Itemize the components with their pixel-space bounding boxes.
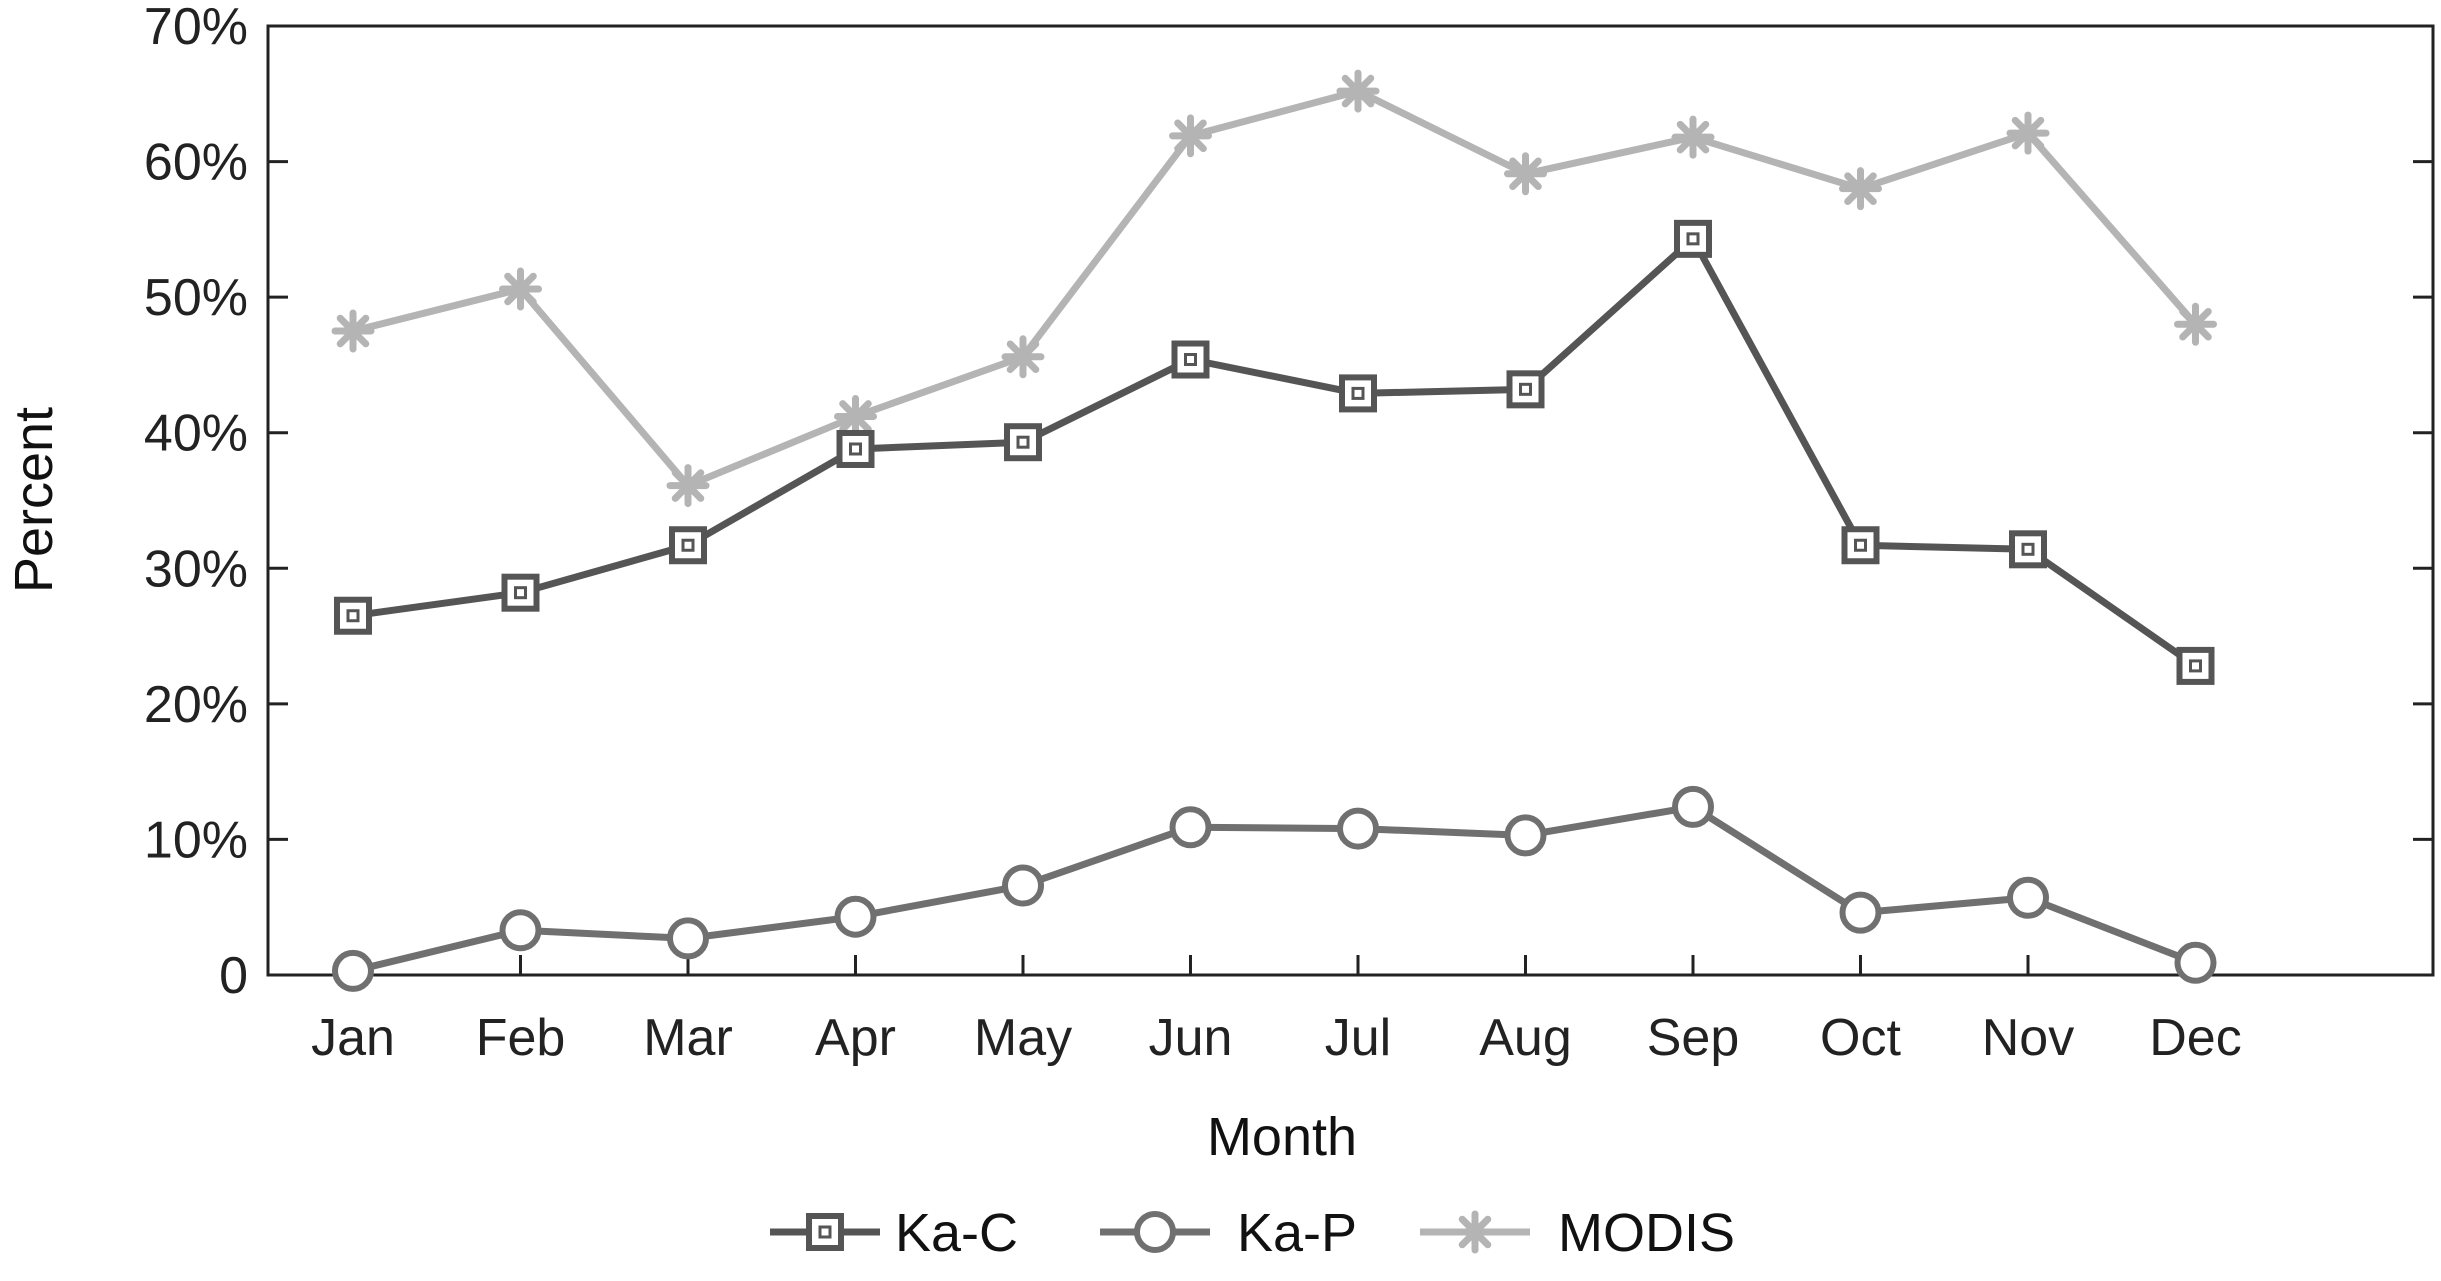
x-tick-label: Apr: [815, 1009, 896, 1067]
series-ka-p: [332, 785, 2217, 992]
x-tick-label: Feb: [476, 1009, 566, 1067]
data-point: [1674, 219, 1712, 258]
data-point: [2176, 646, 2215, 685]
x-axis-title: Month: [1207, 1107, 1357, 1167]
plot-frame: [266, 24, 2435, 977]
y-tick-label: 10%: [144, 811, 248, 869]
x-tick-label: May: [974, 1009, 1072, 1067]
legend-label: Ka-C: [895, 1203, 1018, 1263]
series-line: [352, 235, 2198, 669]
data-point: [836, 429, 875, 468]
y-tick-label: 0: [219, 947, 248, 1005]
x-tick-label: Jan: [311, 1009, 395, 1067]
data-point: [1002, 864, 1044, 907]
data-point: [667, 917, 709, 960]
x-tick-label: Mar: [643, 1009, 733, 1067]
data-point: [1171, 340, 1210, 379]
legend-marker: [806, 1213, 844, 1251]
x-tick-label: Oct: [1820, 1009, 1901, 1067]
series-modis: [331, 69, 2217, 508]
series-line: [352, 87, 2199, 490]
series-line: [352, 803, 2197, 975]
x-tick-label: Dec: [2149, 1009, 2241, 1067]
legend-label: MODIS: [1558, 1203, 1735, 1263]
data-point: [1339, 374, 1377, 413]
data-point: [1671, 115, 1715, 159]
y-tick-label: 40%: [144, 405, 248, 463]
y-tick-label: 20%: [144, 676, 248, 734]
data-point: [1504, 814, 1547, 857]
y-tick-label: 30%: [144, 540, 248, 598]
data-point: [1506, 370, 1545, 409]
x-axis-ticks: Jan Feb Mar Apr May Jun Jul Aug Sep Oct Nov Dec: [311, 955, 2242, 1067]
data-point: [331, 309, 375, 353]
data-point: [2007, 876, 2049, 919]
data-point: [1337, 807, 1379, 850]
data-point: [1841, 526, 1880, 565]
data-point: [499, 267, 542, 311]
data-point: [1336, 69, 1380, 113]
data-point: [1004, 423, 1042, 462]
data-point: [1169, 806, 1212, 849]
data-point: [1504, 152, 1547, 196]
y-axis-title: Percent: [4, 407, 64, 593]
data-point: [669, 526, 707, 565]
data-point: [2006, 111, 2050, 155]
data-point: [1169, 114, 1212, 158]
legend-item-modis: MODIS: [1420, 1203, 1735, 1263]
x-tick-label: Sep: [1647, 1009, 1740, 1067]
data-point: [1672, 785, 1714, 828]
legend-item-ka-p: Ka-P: [1100, 1203, 1357, 1263]
legend-item-ka-c: Ka-C: [770, 1203, 1018, 1263]
data-point: [834, 394, 877, 438]
data-point: [501, 573, 540, 612]
legend-marker: [1453, 1210, 1497, 1254]
x-tick-label: Nov: [1982, 1009, 2074, 1067]
data-point: [499, 909, 542, 952]
y-tick-label: 60%: [144, 134, 248, 192]
data-point: [2174, 302, 2217, 346]
y-axis-ticks: 0 10% 20% 30% 40% 50% 60% 70%: [144, 0, 2433, 1005]
series-layer: [331, 69, 2217, 992]
legend-marker: [1134, 1211, 1176, 1253]
data-point: [666, 464, 710, 508]
x-tick-label: Jul: [1325, 1009, 1391, 1067]
data-point: [2174, 941, 2217, 984]
data-point: [334, 596, 372, 635]
x-tick-label: Jun: [1149, 1009, 1233, 1067]
legend-label: Ka-P: [1237, 1203, 1357, 1263]
y-tick-label: 50%: [144, 269, 248, 327]
series-ka-c: [334, 219, 2215, 685]
data-point: [1839, 167, 1882, 211]
data-point: [1001, 335, 1045, 379]
data-point: [2009, 530, 2047, 569]
y-tick-label: 70%: [144, 0, 248, 56]
data-point: [1839, 891, 1882, 934]
legend: Ka-C Ka-P MODIS: [770, 1203, 1735, 1263]
x-tick-label: Aug: [1479, 1009, 1572, 1067]
data-point: [834, 895, 877, 938]
data-point: [332, 949, 374, 992]
